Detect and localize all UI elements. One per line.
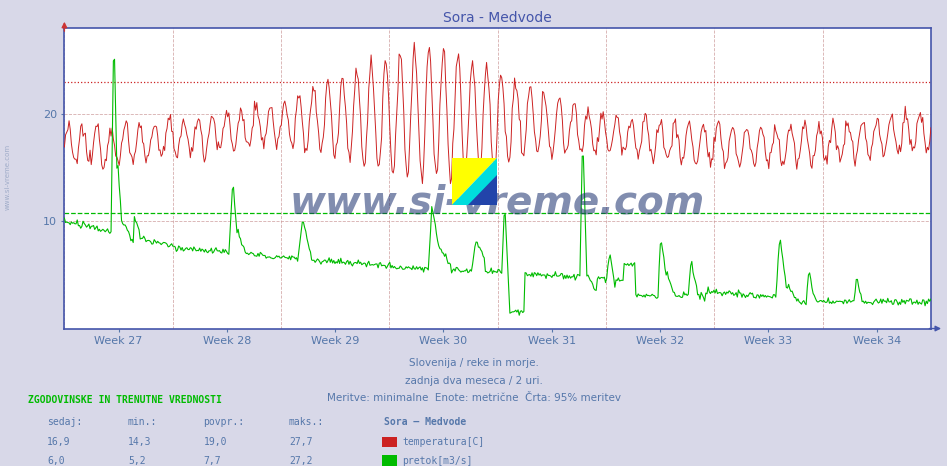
- Text: 5,2: 5,2: [128, 456, 146, 466]
- Text: 27,2: 27,2: [289, 456, 313, 466]
- Text: www.si-vreme.com: www.si-vreme.com: [290, 183, 706, 221]
- Text: sedaj:: sedaj:: [47, 418, 82, 427]
- Text: povpr.:: povpr.:: [204, 418, 244, 427]
- Text: 14,3: 14,3: [128, 437, 152, 447]
- Polygon shape: [452, 158, 497, 205]
- Polygon shape: [452, 158, 497, 205]
- Text: Meritve: minimalne  Enote: metrične  Črta: 95% meritev: Meritve: minimalne Enote: metrične Črta:…: [327, 393, 620, 403]
- Text: ZGODOVINSKE IN TRENUTNE VREDNOSTI: ZGODOVINSKE IN TRENUTNE VREDNOSTI: [28, 395, 223, 405]
- Text: 27,7: 27,7: [289, 437, 313, 447]
- Text: maks.:: maks.:: [289, 418, 324, 427]
- Text: pretok[m3/s]: pretok[m3/s]: [402, 456, 473, 466]
- Text: min.:: min.:: [128, 418, 157, 427]
- Polygon shape: [468, 175, 497, 205]
- Text: www.si-vreme.com: www.si-vreme.com: [5, 144, 10, 210]
- Text: temperatura[C]: temperatura[C]: [402, 437, 485, 447]
- Text: 6,0: 6,0: [47, 456, 65, 466]
- Text: Slovenija / reke in morje.: Slovenija / reke in morje.: [408, 358, 539, 368]
- Text: zadnja dva meseca / 2 uri.: zadnja dva meseca / 2 uri.: [404, 376, 543, 385]
- Text: 16,9: 16,9: [47, 437, 71, 447]
- Title: Sora - Medvode: Sora - Medvode: [443, 11, 552, 26]
- Text: 19,0: 19,0: [204, 437, 227, 447]
- Text: 7,7: 7,7: [204, 456, 222, 466]
- Text: Sora – Medvode: Sora – Medvode: [384, 418, 466, 427]
